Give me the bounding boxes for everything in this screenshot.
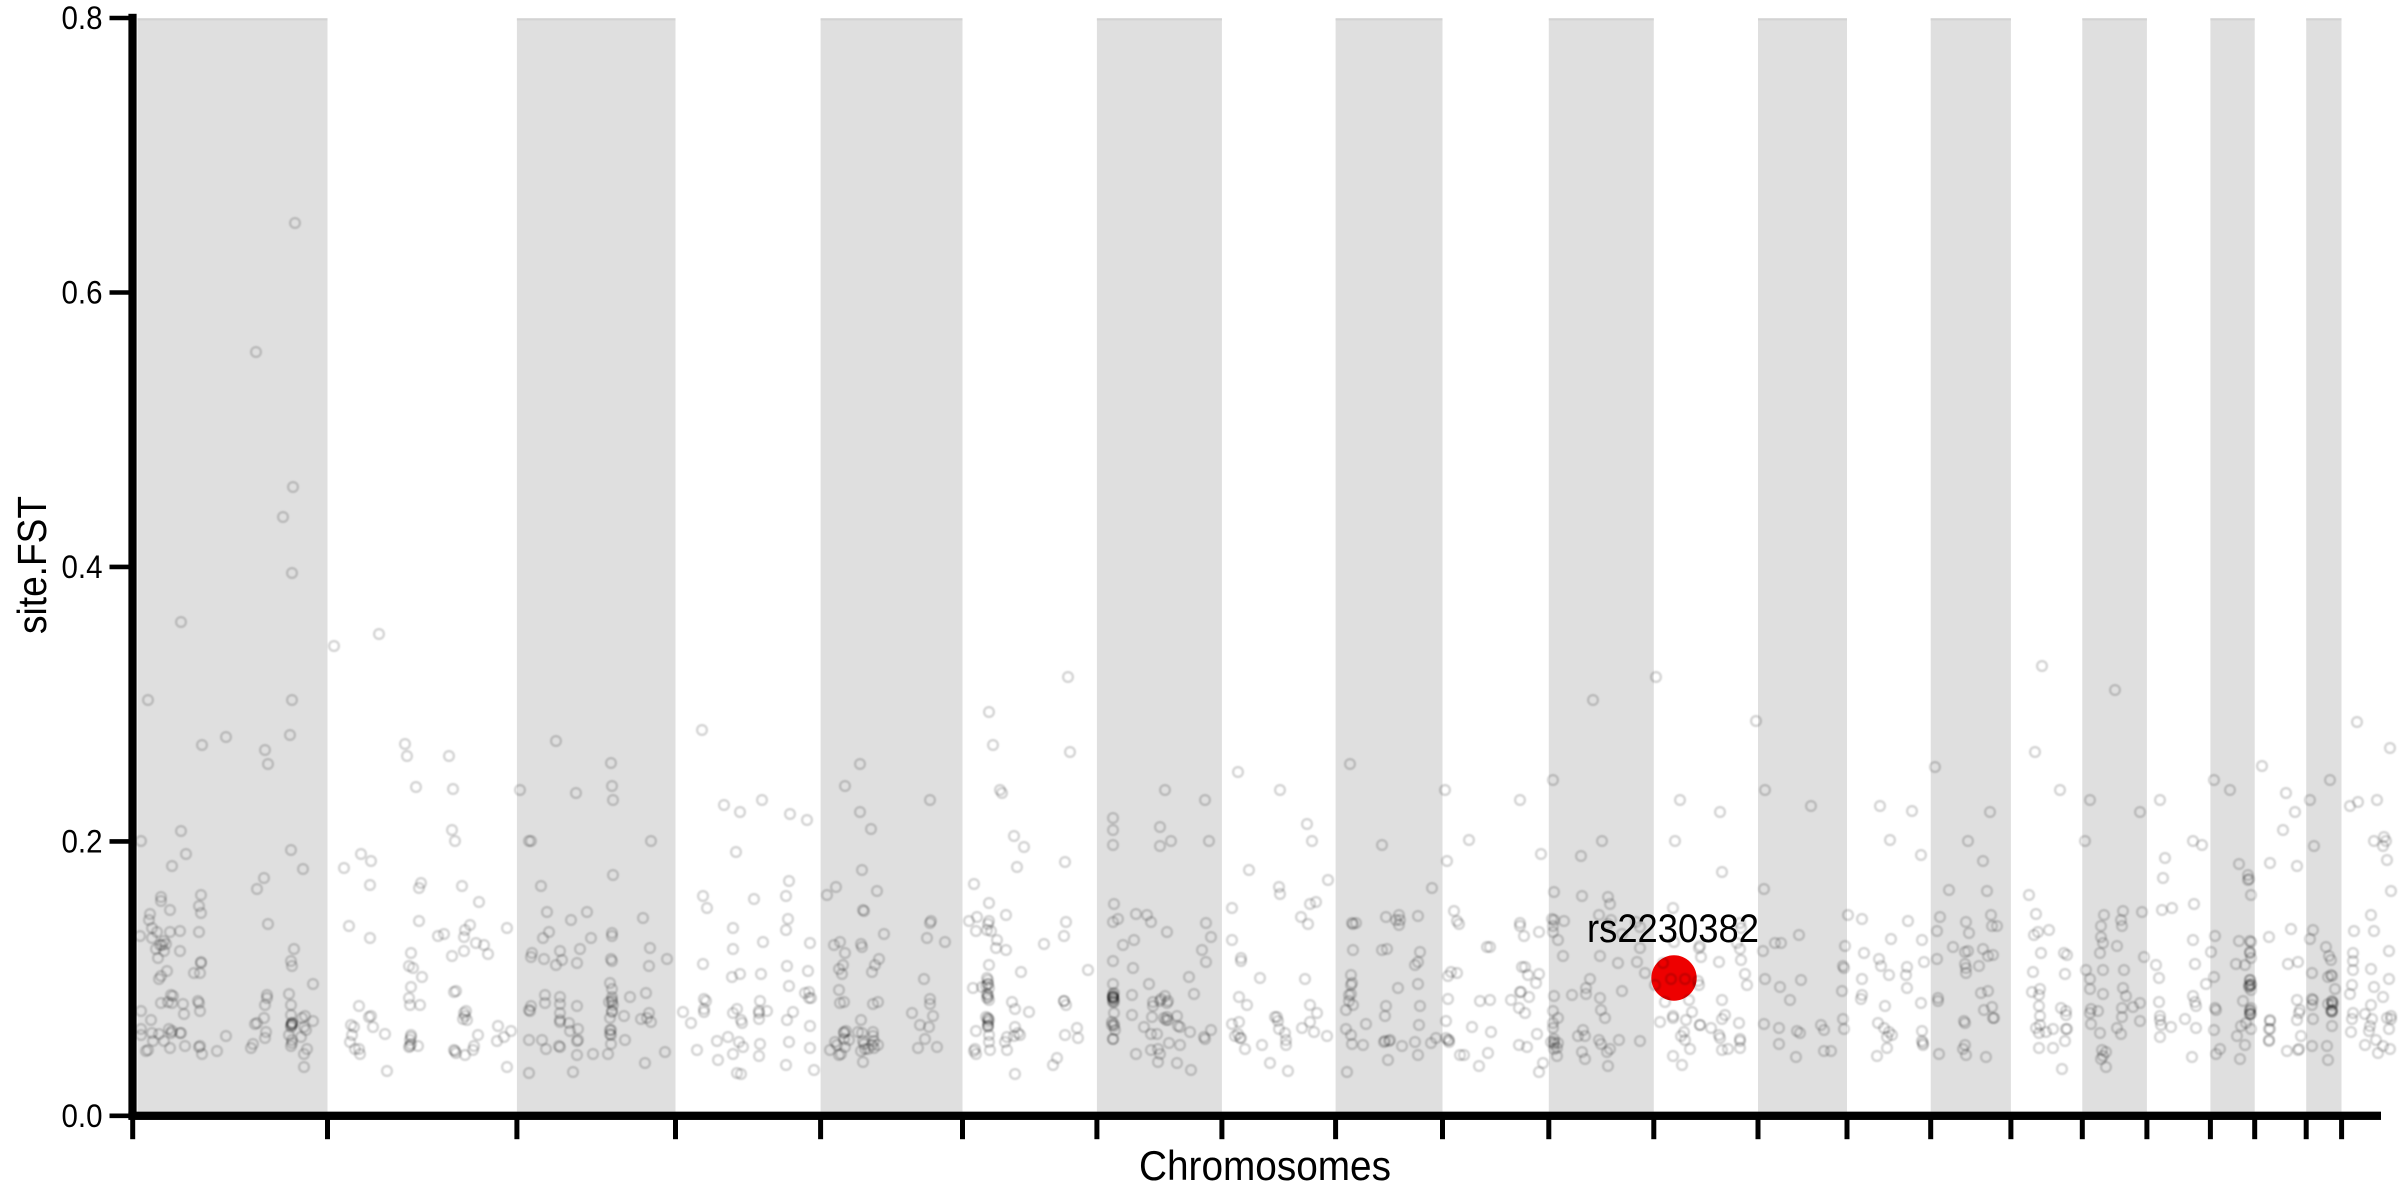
svg-text:0.0: 0.0 [62, 1098, 103, 1134]
svg-text:0.4: 0.4 [62, 549, 103, 585]
svg-text:0.2: 0.2 [62, 824, 103, 860]
svg-text:0.6: 0.6 [62, 275, 103, 311]
svg-text:0.8: 0.8 [62, 0, 103, 36]
svg-text:Chromosomes: Chromosomes [1139, 1142, 1391, 1189]
svg-text:rs2230382: rs2230382 [1587, 907, 1759, 951]
svg-text:site.FST: site.FST [9, 496, 55, 634]
